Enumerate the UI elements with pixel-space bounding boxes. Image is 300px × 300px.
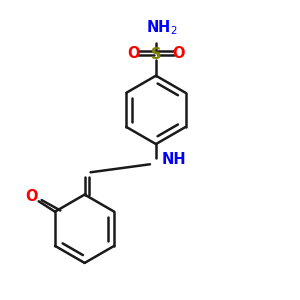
Text: O: O	[25, 189, 38, 204]
Text: S: S	[151, 47, 161, 62]
Text: O: O	[127, 46, 140, 61]
Text: NH$_2$: NH$_2$	[146, 18, 178, 37]
Text: NH: NH	[162, 152, 187, 167]
Text: O: O	[172, 46, 185, 61]
